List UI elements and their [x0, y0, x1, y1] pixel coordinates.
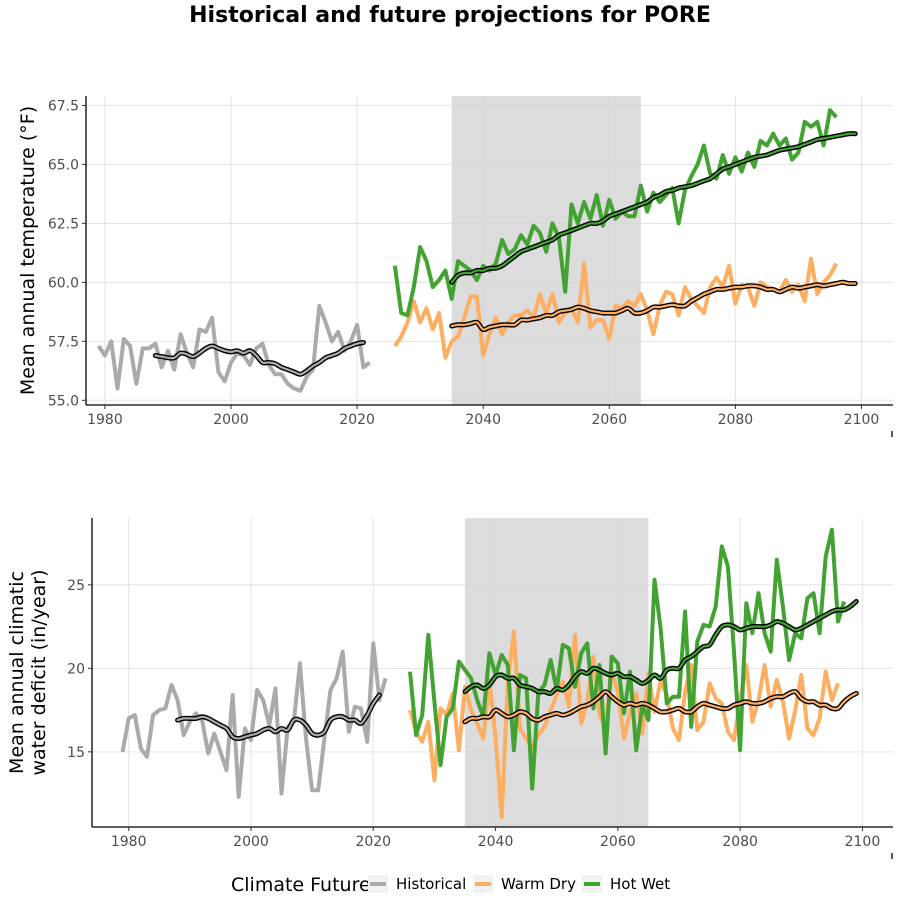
x-tick-label: 2000: [213, 412, 249, 428]
legend-label: Warm Dry: [501, 875, 576, 893]
x-tick-label: 2040: [478, 834, 514, 850]
smoothed-mean-line: [176, 693, 381, 740]
series-line-hot-wet: [392, 108, 838, 318]
water-deficit-panel: 1980 2000 2020 2040 2060 2080 2100 15 20 25 Mean a…: [6, 518, 893, 859]
y-axis-title-line: Mean annual climatic: [6, 571, 28, 774]
y-tick-label: 20: [67, 661, 85, 677]
y-axis-title-line: water deficit (in/year): [28, 569, 50, 775]
smoothed-mean-line: [463, 600, 858, 695]
y-tick-label: 15: [67, 745, 85, 761]
series-line-historical: [96, 303, 371, 393]
series-line-warm-dry: [408, 629, 840, 819]
y-tick-label: 67.5: [48, 98, 79, 114]
series-line-hot-wet: [408, 527, 847, 791]
y-tick-label: 60.0: [48, 275, 79, 291]
x-tick-label: 2040: [465, 412, 501, 428]
x-tick-label: 2060: [591, 412, 627, 428]
y-axis-title-line: Mean annual temperature (°F): [17, 106, 39, 395]
y-tick-label: 57.5: [48, 334, 79, 350]
x-tick-label: 1980: [111, 834, 147, 850]
legend-title: Climate Future: [231, 874, 371, 896]
y-tick-label: 55.0: [48, 393, 79, 409]
y-tick-label: 25: [67, 578, 85, 594]
x-tick-label: 2080: [718, 412, 754, 428]
legend-label: Historical: [396, 875, 466, 893]
x-tick-label: 2100: [844, 412, 880, 428]
y-tick-label: 65.0: [48, 157, 79, 173]
y-axis-title: Mean annual climaticwater deficit (in/ye…: [6, 569, 50, 775]
chart-title: Historical and future projections for PO…: [189, 3, 711, 28]
x-tick-label: 2080: [722, 834, 758, 850]
x-tick-label: 2020: [339, 412, 375, 428]
series-line-historical: [120, 641, 388, 799]
x-tick-label: 1980: [87, 412, 123, 428]
x-tick-label: 2060: [600, 834, 636, 850]
x-tick-label: 2020: [355, 834, 391, 850]
smoothed-mean-line: [450, 132, 857, 284]
x-tick-label: 2100: [845, 834, 881, 850]
temperature-panel: 1980 2000 2020 2040 2060 2080 2100 55.0 57.5 60.0…: [17, 96, 893, 437]
x-tick-label: 2000: [233, 834, 269, 850]
y-axis-title: Mean annual temperature (°F): [17, 106, 39, 395]
smoothed-mean-line: [154, 341, 365, 376]
series-line-warm-dry: [393, 256, 839, 360]
y-tick-label: 62.5: [48, 216, 79, 232]
legend: Climate Future Historical Warm Dry Hot Wet: [231, 874, 670, 896]
smoothed-mean-line: [450, 281, 857, 331]
legend-label: Hot Wet: [610, 875, 670, 893]
smoothed-mean-line: [463, 690, 858, 723]
